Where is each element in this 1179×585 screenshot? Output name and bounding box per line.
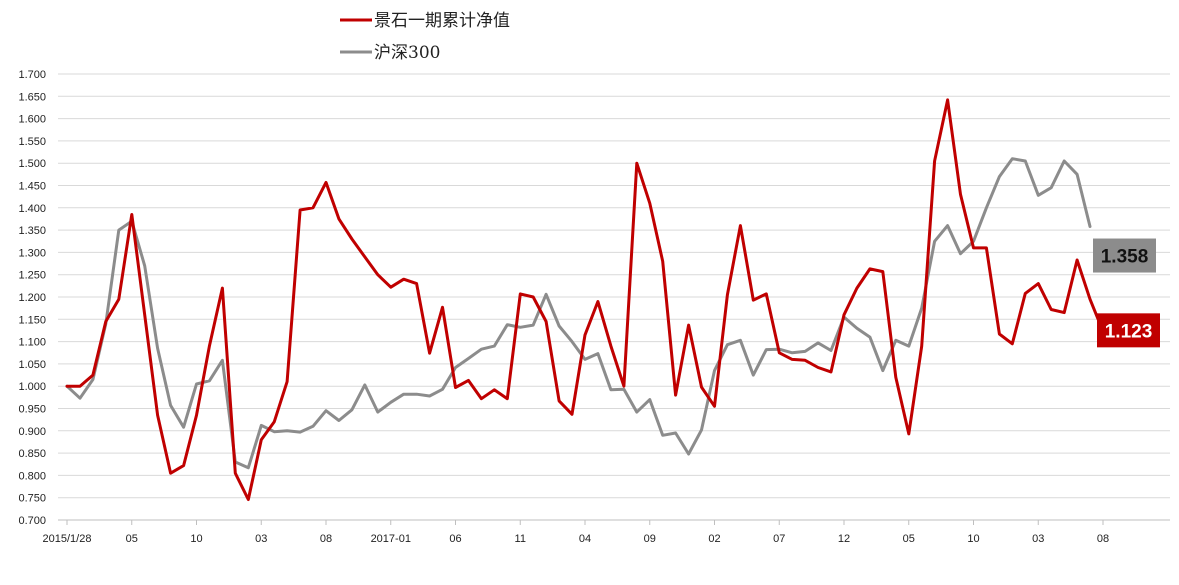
y-tick-label: 1.350 bbox=[18, 225, 46, 237]
y-tick-label: 1.700 bbox=[18, 69, 46, 81]
y-tick-label: 1.000 bbox=[18, 381, 46, 393]
end-label-box bbox=[1093, 238, 1156, 273]
legend-label: 沪深300 bbox=[374, 43, 440, 63]
y-tick-label: 1.150 bbox=[18, 314, 46, 326]
y-tick-label: 0.700 bbox=[18, 515, 46, 527]
x-tick-label: 08 bbox=[320, 533, 332, 545]
end-label-box bbox=[1097, 313, 1160, 348]
x-tick-label: 06 bbox=[449, 533, 461, 545]
x-tick-label: 05 bbox=[903, 533, 915, 545]
legend-label: 景石一期累计净值 bbox=[374, 11, 510, 31]
y-tick-label: 0.800 bbox=[18, 470, 46, 482]
x-tick-label: 09 bbox=[644, 533, 656, 545]
x-tick-label: 11 bbox=[515, 533, 526, 545]
y-tick-label: 1.400 bbox=[18, 203, 46, 215]
y-tick-label: 1.500 bbox=[18, 158, 46, 170]
y-tick-label: 1.050 bbox=[18, 359, 46, 371]
y-tick-label: 1.100 bbox=[18, 337, 46, 349]
y-axis: 0.700 0.750 0.800 0.850 0.900 0.950 1.000 1.050… bbox=[18, 69, 46, 527]
end-labels: 1.358 1.123 bbox=[1093, 238, 1160, 348]
series-line-hs300 bbox=[65, 157, 1092, 470]
y-tick-label: 0.900 bbox=[18, 426, 46, 438]
x-axis: 2015/1/28 05 10 03 08 2017-01 06 11 04 09 02 07 12 05… bbox=[43, 519, 1170, 545]
y-tick-label: 1.450 bbox=[18, 181, 46, 193]
end-label-value: 1.358 bbox=[1101, 247, 1149, 268]
x-tick-label: 07 bbox=[773, 533, 785, 545]
x-tick-label: 2015/1/28 bbox=[43, 533, 92, 545]
y-tick-label: 1.650 bbox=[18, 91, 46, 103]
y-tick-label: 1.600 bbox=[18, 114, 46, 126]
series-lines bbox=[65, 98, 1105, 501]
x-tick-label: 05 bbox=[126, 533, 138, 545]
end-label-value: 1.123 bbox=[1105, 321, 1153, 342]
y-tick-label: 0.750 bbox=[18, 493, 46, 505]
x-tick-label: 10 bbox=[190, 533, 202, 545]
y-tick-label: 1.300 bbox=[18, 247, 46, 259]
gridlines bbox=[58, 73, 1170, 499]
x-tick-label: 04 bbox=[579, 533, 591, 545]
x-tick-label: 12 bbox=[838, 533, 850, 545]
x-tick-label: 08 bbox=[1097, 533, 1109, 545]
x-tick-label: 03 bbox=[1032, 533, 1044, 545]
series-line-jingshi bbox=[65, 98, 1105, 501]
x-tick-label: 2017-01 bbox=[371, 533, 411, 545]
x-tick-label: 03 bbox=[255, 533, 267, 545]
x-tick-label: 10 bbox=[967, 533, 979, 545]
y-tick-label: 0.950 bbox=[18, 404, 46, 416]
y-tick-label: 1.200 bbox=[18, 292, 46, 304]
y-tick-label: 1.250 bbox=[18, 270, 46, 282]
y-tick-label: 0.850 bbox=[18, 448, 46, 460]
x-tick-label: 02 bbox=[708, 533, 720, 545]
y-tick-label: 1.550 bbox=[18, 136, 46, 148]
